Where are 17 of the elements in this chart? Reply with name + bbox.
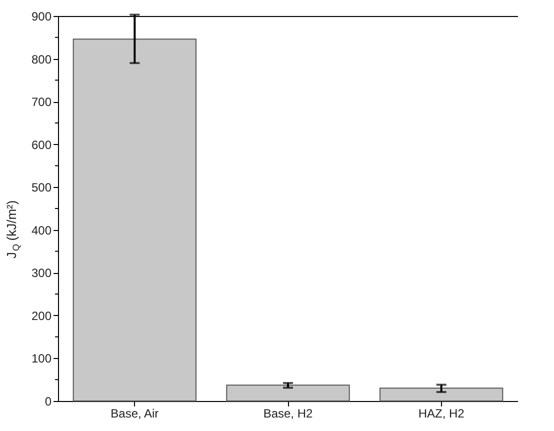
bar bbox=[380, 388, 504, 402]
y-tick-label: 900 bbox=[31, 10, 52, 24]
y-tick-label: 600 bbox=[31, 138, 52, 152]
y-tick-label: 200 bbox=[31, 308, 52, 323]
y-tick-label: 100 bbox=[31, 352, 52, 366]
x-tick-label: Base, H2 bbox=[263, 406, 314, 420]
bar bbox=[72, 38, 196, 402]
y-tick-label: 0 bbox=[44, 394, 52, 408]
y-axis-title: JQ (kJ/m²) bbox=[4, 200, 21, 258]
y-tick-label: 800 bbox=[31, 52, 52, 66]
y-tick-label: 700 bbox=[31, 95, 52, 110]
y-tick-label: 400 bbox=[31, 223, 52, 238]
y-tick-label: 500 bbox=[31, 180, 52, 195]
x-tick-label: Base, Air bbox=[110, 406, 159, 420]
x-tick-label: HAZ, H2 bbox=[418, 406, 465, 420]
bar bbox=[226, 384, 350, 402]
y-tick-label: 300 bbox=[31, 266, 52, 280]
